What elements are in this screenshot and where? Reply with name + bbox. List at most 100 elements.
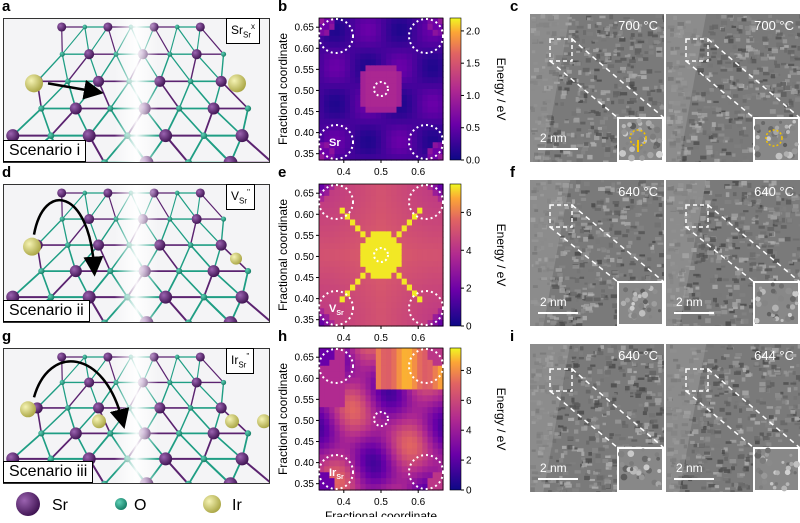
tem-grain [621,109,626,113]
sr-atom [208,427,220,439]
heatmap-cell [324,71,330,78]
heatmap-cell [417,30,423,37]
heatmap-cell [433,389,439,396]
tem-grain [659,232,663,236]
heatmap-cell [386,348,392,355]
tem-grain [630,393,634,395]
heatmap-cell [412,36,418,43]
tem-grain [724,137,730,141]
tem-grain [597,233,603,237]
heatmap-cell [422,196,428,203]
heatmap-cell [402,214,408,221]
heatmap-cell [371,261,377,268]
colorbar-label: Energy / eV [494,388,508,451]
heatmap-cell [324,243,330,250]
tem-grain [658,187,664,192]
heatmap-cell [324,77,330,84]
heatmap-cell [355,378,361,385]
ir-atom [25,74,43,92]
tem-grain [793,68,796,72]
tem-grain [631,386,636,389]
heatmap-cell [402,136,408,143]
heatmap-cell [412,130,418,137]
heatmap-cell [340,372,346,379]
heatmap-cell [376,54,382,61]
inset-grain [643,299,648,304]
heatmap-cell [350,419,356,426]
heatmap-cell [350,261,356,268]
heatmap-cell [355,389,361,396]
heatmap-cell [433,267,439,274]
scenario-label: Scenario i [3,140,86,162]
tem-grain [586,58,591,62]
tem-grain [793,204,799,208]
heatmap-cell [376,372,382,379]
heatmap-cell [391,142,397,149]
heatmap-cell [345,220,351,227]
inset-grain [754,125,760,131]
heatmap-cell [391,366,397,373]
heatmap-cell [371,378,377,385]
heatmap-cell [391,384,397,391]
heatmap-cell [355,36,361,43]
heatmap-cell [391,71,397,78]
tem-grain [769,266,776,268]
tem-grain [659,203,662,207]
tem-grain [772,49,778,53]
heatmap-cell [329,425,335,432]
panel-label-d: d [2,164,11,181]
tem-grain [610,224,613,228]
tem-grain [605,147,610,152]
site-label-sub: Sr [336,310,344,317]
heatmap-cell [355,419,361,426]
inset-grain [656,151,663,158]
temperature-label: 700 °C [618,18,658,33]
heatmap-cell [371,30,377,37]
tem-grain [733,34,740,37]
tem-grain [605,114,611,116]
heatmap-cell [381,384,387,391]
tem-grain [602,143,606,147]
tem-grain [589,479,595,481]
tem-grain [743,160,750,162]
inset-grain [779,121,782,124]
heatmap-cell [324,225,330,232]
heatmap-cell [345,136,351,143]
y-tick-label: 0.45 [295,273,315,284]
inset-grain [630,306,635,311]
heatmap-cell [391,243,397,250]
heatmap-cell [412,279,418,286]
heatmap-cell [402,291,408,298]
tem-grain [731,232,738,234]
inset-grain [790,296,796,302]
heatmap-cell [428,113,434,120]
tem-grain [749,84,753,88]
heatmap-cell [329,437,335,444]
tem-grain [659,217,662,219]
heatmap-cell [391,95,397,102]
heatmap-cell [391,354,397,361]
heatmap-cell [417,243,423,250]
heatmap-cell [324,83,330,90]
tem-grain [734,315,738,318]
heatmap-cell [407,249,413,256]
heatmap-cell [428,148,434,155]
heatmap-cell [433,190,439,197]
heatmap-cell [376,314,382,321]
y-tick-label: 0.35 [295,315,315,326]
heatmap-cell [381,389,387,396]
tem-grain [700,156,706,160]
tem-grain [596,133,602,136]
heatmap-cell [366,77,372,84]
heatmap-cell [366,59,372,66]
heatmap-cell [360,413,366,420]
heatmap-cell [355,296,361,303]
tem-grain [707,150,713,155]
tem-grain [603,161,609,162]
tem-grain [722,278,729,281]
tem-grain [695,287,699,290]
tem-grain [710,48,716,51]
heatmap-cell [397,460,403,467]
heatmap-cell [319,389,325,396]
heatmap-cell [381,208,387,215]
